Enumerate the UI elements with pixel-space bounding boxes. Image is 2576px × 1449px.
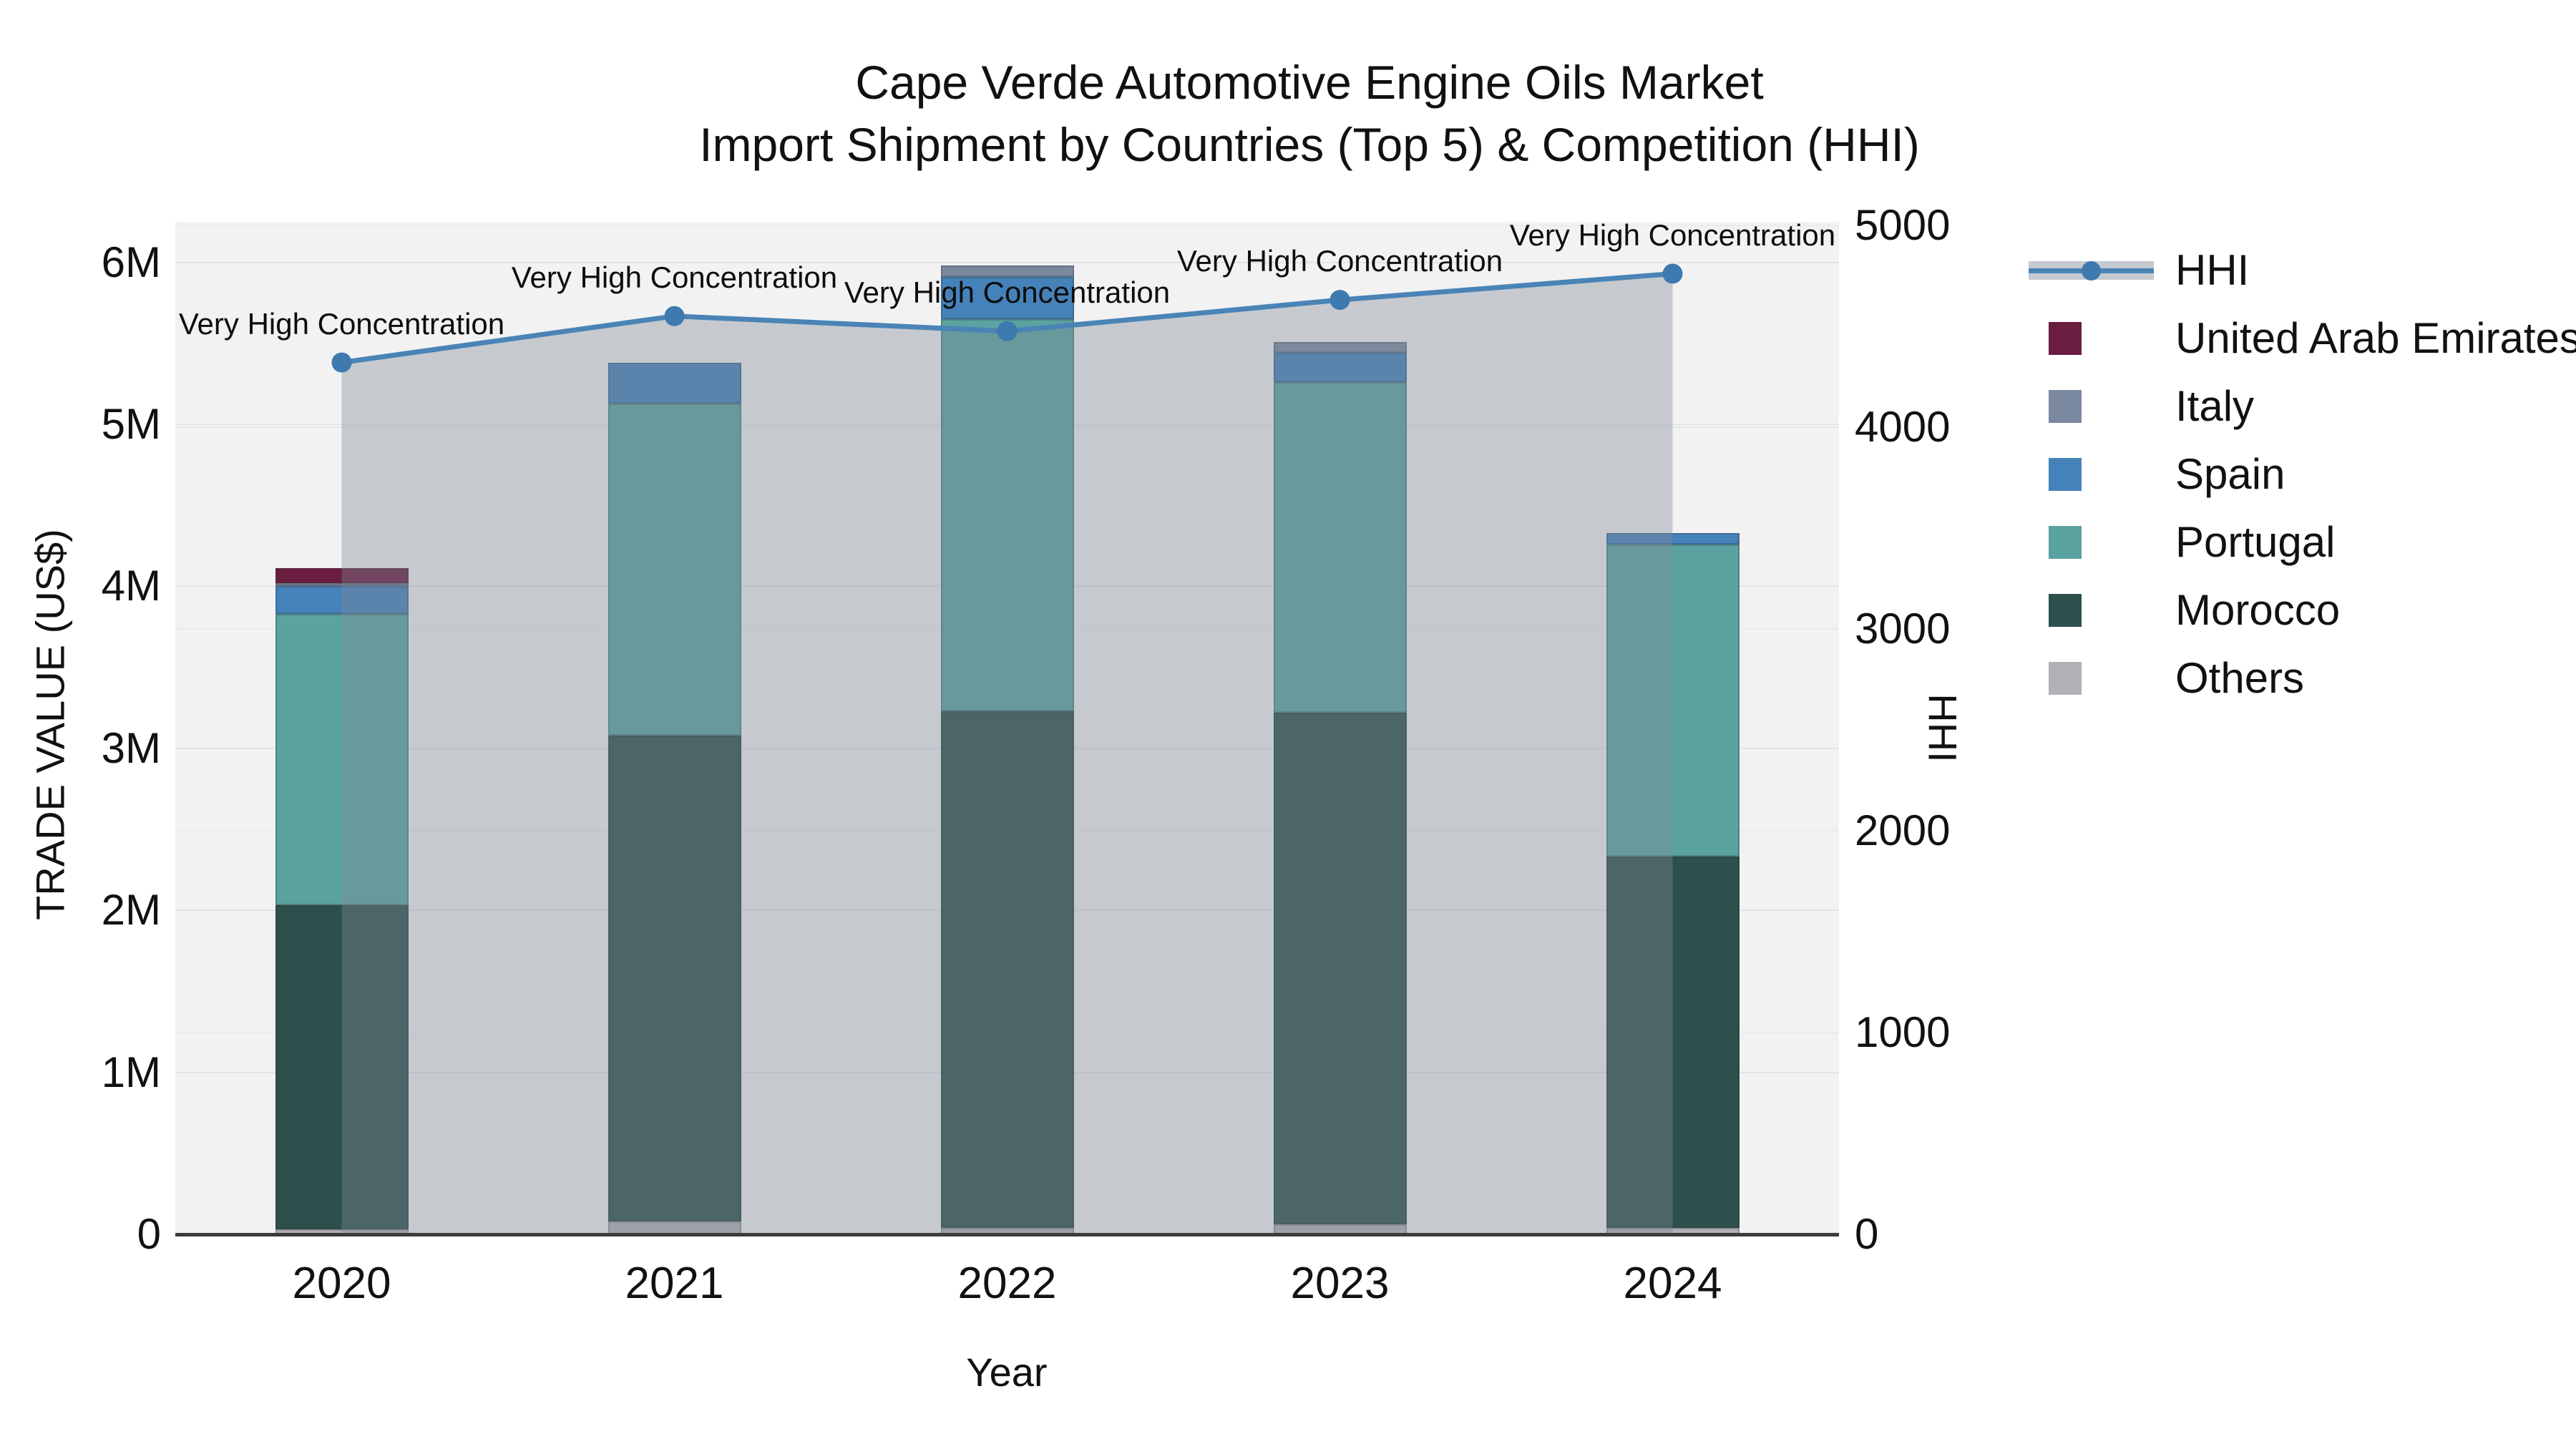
bar-segment-italy-2023 bbox=[1273, 341, 1407, 353]
hhi-point-2023 bbox=[1330, 290, 1350, 311]
bar-segment-morocco-2023 bbox=[1273, 712, 1407, 1225]
legend-swatch-icon bbox=[2049, 389, 2082, 423]
left-tick-6M: 6M bbox=[101, 238, 161, 286]
hhi-point-2021 bbox=[664, 306, 685, 326]
bar-segment-italy-2022 bbox=[940, 265, 1074, 277]
legend-label: Italy bbox=[2175, 382, 2255, 430]
right-tick-3000: 3000 bbox=[1855, 604, 1951, 653]
legend-label: United Arab Emirates bbox=[2175, 314, 2576, 362]
legend-sample-spain bbox=[2029, 457, 2154, 491]
hhi-point-2020 bbox=[331, 352, 352, 373]
x-axis-title: Year bbox=[966, 1350, 1048, 1395]
hhi-point-2022 bbox=[997, 321, 1018, 341]
bar-segment-morocco-2022 bbox=[940, 711, 1074, 1228]
hhi-marker-icon bbox=[2082, 260, 2101, 280]
annotation-2022: Very High Concentration bbox=[844, 275, 1171, 309]
legend-swatch-icon bbox=[2049, 525, 2082, 559]
x-tick-2022: 2022 bbox=[957, 1259, 1057, 1308]
annotation-2021: Very High Concentration bbox=[511, 260, 838, 294]
legend-label: Others bbox=[2175, 654, 2305, 702]
legend-swatch-icon bbox=[2049, 457, 2082, 491]
legend-label: Spain bbox=[2175, 450, 2285, 498]
hhi-point-2024 bbox=[1662, 263, 1683, 284]
bar-segment-italy-2020 bbox=[275, 582, 409, 587]
chart-title: Cape Verde Automotive Engine Oils Market… bbox=[43, 52, 2576, 176]
bar-segment-portugal-2023 bbox=[1273, 382, 1407, 713]
bar-segment-morocco-2024 bbox=[1606, 857, 1740, 1228]
legend-item-portugal[interactable]: Portugal bbox=[2029, 508, 2576, 576]
annotation-2020: Very High Concentration bbox=[178, 306, 505, 341]
plot-area: Very High Concentration Very High Concent… bbox=[175, 218, 1839, 1234]
legend-sample-italy bbox=[2029, 389, 2154, 423]
legend-item-others[interactable]: Others bbox=[2029, 644, 2576, 712]
bar-segment-morocco-2020 bbox=[275, 905, 409, 1230]
legend-sample-hhi bbox=[2029, 254, 2154, 287]
gridline-right-5000 bbox=[175, 224, 1839, 226]
bar-segment-portugal-2024 bbox=[1606, 544, 1740, 857]
legend: HHI United Arab Emirates Italy Spain Portuga… bbox=[2029, 236, 2576, 712]
legend-sample-united-arab-emirates bbox=[2029, 321, 2154, 355]
left-tick-5M: 5M bbox=[101, 400, 161, 448]
bar-segment-portugal-2021 bbox=[608, 403, 741, 736]
legend-item-morocco[interactable]: Morocco bbox=[2029, 576, 2576, 644]
left-tick-2M: 2M bbox=[101, 886, 161, 935]
legend-sample-morocco bbox=[2029, 593, 2154, 627]
gridline-left-6M bbox=[175, 261, 1839, 263]
left-tick-3M: 3M bbox=[101, 723, 161, 772]
x-tick-2021: 2021 bbox=[625, 1259, 724, 1308]
hhi-area-fill bbox=[341, 273, 1673, 1234]
x-tick-2023: 2023 bbox=[1290, 1259, 1390, 1308]
right-tick-4000: 4000 bbox=[1855, 402, 1951, 451]
bar-segment-united-arab-emirates-2020 bbox=[275, 568, 409, 583]
bar-segment-portugal-2022 bbox=[940, 318, 1074, 711]
bar-segment-portugal-2020 bbox=[275, 613, 409, 906]
legend-swatch-icon bbox=[2049, 593, 2082, 627]
legend-item-italy[interactable]: Italy bbox=[2029, 372, 2576, 440]
left-tick-4M: 4M bbox=[101, 562, 161, 610]
left-tick-1M: 1M bbox=[101, 1048, 161, 1096]
annotation-2023: Very High Concentration bbox=[1176, 244, 1503, 278]
legend-item-spain[interactable]: Spain bbox=[2029, 440, 2576, 508]
legend-sample-others bbox=[2029, 661, 2154, 695]
bar-segment-spain-2024 bbox=[1606, 532, 1740, 545]
left-axis-title: TRADE VALUE (US$) bbox=[27, 529, 73, 920]
bar-segment-spain-2022 bbox=[940, 276, 1074, 319]
legend-label: Morocco bbox=[2175, 586, 2341, 634]
bar-segment-morocco-2021 bbox=[608, 735, 741, 1221]
right-tick-2000: 2000 bbox=[1855, 806, 1951, 854]
chart-title-line1: Cape Verde Automotive Engine Oils Market bbox=[855, 56, 1764, 109]
legend-swatch-icon bbox=[2049, 661, 2082, 695]
annotation-2024: Very High Concentration bbox=[1509, 218, 1836, 252]
legend-item-united-arab-emirates[interactable]: United Arab Emirates bbox=[2029, 304, 2576, 372]
right-tick-1000: 1000 bbox=[1855, 1008, 1951, 1056]
left-tick-0: 0 bbox=[137, 1210, 161, 1258]
x-axis-line bbox=[175, 1233, 1839, 1236]
right-tick-5000: 5000 bbox=[1855, 200, 1951, 249]
legend-label: HHI bbox=[2175, 246, 2250, 294]
x-tick-2024: 2024 bbox=[1623, 1259, 1722, 1308]
x-tick-2020: 2020 bbox=[292, 1259, 391, 1308]
bar-segment-spain-2023 bbox=[1273, 353, 1407, 383]
bar-segment-spain-2021 bbox=[608, 362, 741, 404]
bar-segment-spain-2020 bbox=[275, 586, 409, 614]
legend-item-hhi[interactable]: HHI bbox=[2029, 236, 2576, 304]
chart-title-line2: Import Shipment by Countries (Top 5) & C… bbox=[699, 118, 1920, 172]
right-tick-0: 0 bbox=[1855, 1210, 1879, 1258]
legend-sample-portugal bbox=[2029, 525, 2154, 559]
legend-label: Portugal bbox=[2175, 518, 2336, 566]
right-axis-title: HHI bbox=[1920, 693, 1966, 763]
hhi-line-layer bbox=[331, 263, 1683, 1234]
legend-swatch-icon bbox=[2049, 321, 2082, 355]
